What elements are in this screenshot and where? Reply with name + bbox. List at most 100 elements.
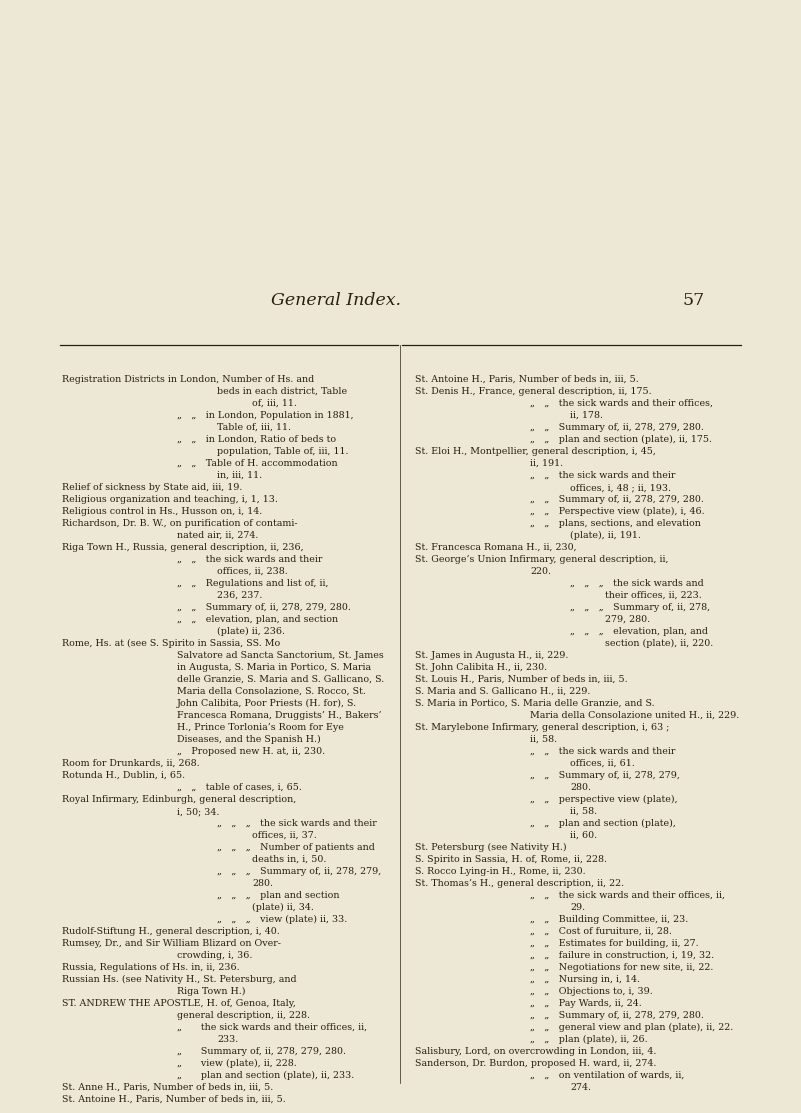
Text: „ „ the sick wards and their: „ „ the sick wards and their xyxy=(530,747,675,756)
Text: „ „ table of cases, i, 65.: „ „ table of cases, i, 65. xyxy=(177,784,302,792)
Text: Rotunda H., Dublin, i, 65.: Rotunda H., Dublin, i, 65. xyxy=(62,771,185,780)
Text: „ „ „ elevation, plan, and: „ „ „ elevation, plan, and xyxy=(570,627,708,636)
Text: „ „ the sick wards and their: „ „ the sick wards and their xyxy=(530,471,675,480)
Text: Royal Infirmary, Edinburgh, general description,: Royal Infirmary, Edinburgh, general desc… xyxy=(62,795,296,804)
Text: „  view (plate), ii, 228.: „ view (plate), ii, 228. xyxy=(177,1058,296,1068)
Text: „ „ perspective view (plate),: „ „ perspective view (plate), xyxy=(530,795,678,804)
Text: „ „ plan and section (plate), ii, 175.: „ „ plan and section (plate), ii, 175. xyxy=(530,435,712,444)
Text: „ „ Summary of, ii, 278, 279,: „ „ Summary of, ii, 278, 279, xyxy=(530,771,680,780)
Text: St. Anne H., Paris, Number of beds in, iii, 5.: St. Anne H., Paris, Number of beds in, i… xyxy=(62,1083,273,1092)
Text: „ „ „ the sick wards and: „ „ „ the sick wards and xyxy=(570,579,704,588)
Text: Salisbury, Lord, on overcrowding in London, iii, 4.: Salisbury, Lord, on overcrowding in Lond… xyxy=(415,1047,656,1056)
Text: „ „ failure in construction, i, 19, 32.: „ „ failure in construction, i, 19, 32. xyxy=(530,951,714,961)
Text: S. Maria in Portico, S. Maria delle Granzie, and S.: S. Maria in Portico, S. Maria delle Gran… xyxy=(415,699,654,708)
Text: „ „ Summary of, ii, 278, 279, 280.: „ „ Summary of, ii, 278, 279, 280. xyxy=(530,1011,704,1020)
Text: beds in each district, Table: beds in each district, Table xyxy=(217,387,347,396)
Text: 220.: 220. xyxy=(530,567,551,577)
Text: Rudolf-Stiftung H., general description, i, 40.: Rudolf-Stiftung H., general description,… xyxy=(62,927,280,936)
Text: „ „ elevation, plan, and section: „ „ elevation, plan, and section xyxy=(177,615,338,624)
Text: offices, ii, 238.: offices, ii, 238. xyxy=(217,567,288,577)
Text: (plate), ii, 191.: (plate), ii, 191. xyxy=(570,531,641,540)
Text: general description, ii, 228.: general description, ii, 228. xyxy=(177,1011,310,1020)
Text: „ „ Estimates for building, ii, 27.: „ „ Estimates for building, ii, 27. xyxy=(530,939,698,948)
Text: St. Francesca Romana H., ii, 230,: St. Francesca Romana H., ii, 230, xyxy=(415,543,577,552)
Text: Maria della Consolazione united H., ii, 229.: Maria della Consolazione united H., ii, … xyxy=(530,711,739,720)
Text: (plate) ii, 236.: (plate) ii, 236. xyxy=(217,627,285,637)
Text: „ „ Cost of furuiture, ii, 28.: „ „ Cost of furuiture, ii, 28. xyxy=(530,927,672,936)
Text: „ „ on ventilation of wards, ii,: „ „ on ventilation of wards, ii, xyxy=(530,1071,684,1080)
Text: crowding, i, 36.: crowding, i, 36. xyxy=(177,951,252,961)
Text: Religious control in Hs., Husson on, i, 14.: Religious control in Hs., Husson on, i, … xyxy=(62,508,262,516)
Text: „ „ in London, Population in 1881,: „ „ in London, Population in 1881, xyxy=(177,411,353,420)
Text: ii, 58.: ii, 58. xyxy=(530,735,557,743)
Text: S. Spirito in Sassia, H. of, Rome, ii, 228.: S. Spirito in Sassia, H. of, Rome, ii, 2… xyxy=(415,855,607,864)
Text: Salvatore ad Sancta Sanctorium, St. James: Salvatore ad Sancta Sanctorium, St. Jame… xyxy=(177,651,384,660)
Text: St. Petersburg (see Nativity H.): St. Petersburg (see Nativity H.) xyxy=(415,843,566,853)
Text: Rome, Hs. at (see S. Spirito in Sassia, SS. Mo: Rome, Hs. at (see S. Spirito in Sassia, … xyxy=(62,639,280,648)
Text: „ „ Perspective view (plate), i, 46.: „ „ Perspective view (plate), i, 46. xyxy=(530,508,705,516)
Text: ii, 60.: ii, 60. xyxy=(570,831,597,840)
Text: ii, 191.: ii, 191. xyxy=(530,459,563,467)
Text: „ „ Negotiations for new site, ii, 22.: „ „ Negotiations for new site, ii, 22. xyxy=(530,963,714,972)
Text: Maria della Consolazione, S. Rocco, St.: Maria della Consolazione, S. Rocco, St. xyxy=(177,687,366,696)
Text: John Calibita, Poor Priests (H. for), S.: John Calibita, Poor Priests (H. for), S. xyxy=(177,699,357,708)
Text: General Index.: General Index. xyxy=(272,292,401,309)
Text: „ „ Table of H. accommodation: „ „ Table of H. accommodation xyxy=(177,459,338,467)
Text: i, 50; 34.: i, 50; 34. xyxy=(177,807,219,816)
Text: Russia, Regulations of Hs. in, ii, 236.: Russia, Regulations of Hs. in, ii, 236. xyxy=(62,963,239,972)
Text: offices, i, 48 ; ii, 193.: offices, i, 48 ; ii, 193. xyxy=(570,483,671,492)
Text: „ „ „ Summary of, ii, 278, 279,: „ „ „ Summary of, ii, 278, 279, xyxy=(217,867,381,876)
Text: „ „ plans, sections, and elevation: „ „ plans, sections, and elevation xyxy=(530,519,701,528)
Text: Registration Districts in London, Number of Hs. and: Registration Districts in London, Number… xyxy=(62,375,314,384)
Text: Riga Town H.): Riga Town H.) xyxy=(177,987,245,996)
Text: section (plate), ii, 220.: section (plate), ii, 220. xyxy=(605,639,713,648)
Text: (plate) ii, 34.: (plate) ii, 34. xyxy=(252,903,314,913)
Text: „ „ Regulations and list of, ii,: „ „ Regulations and list of, ii, xyxy=(177,579,328,588)
Text: of, iii, 11.: of, iii, 11. xyxy=(252,398,297,408)
Text: „ „ Building Committee, ii, 23.: „ „ Building Committee, ii, 23. xyxy=(530,915,688,924)
Text: 279, 280.: 279, 280. xyxy=(605,615,650,624)
Text: „  Summary of, ii, 278, 279, 280.: „ Summary of, ii, 278, 279, 280. xyxy=(177,1047,346,1056)
Text: „ „ Summary of, ii, 278, 279, 280.: „ „ Summary of, ii, 278, 279, 280. xyxy=(177,603,351,612)
Text: 280.: 280. xyxy=(252,879,273,888)
Text: Room for Drunkards, ii, 268.: Room for Drunkards, ii, 268. xyxy=(62,759,199,768)
Text: S. Maria and S. Gallicano H., ii, 229.: S. Maria and S. Gallicano H., ii, 229. xyxy=(415,687,590,696)
Text: St. George’s Union Infirmary, general description, ii,: St. George’s Union Infirmary, general de… xyxy=(415,555,669,564)
Text: St. Denis H., France, general description, ii, 175.: St. Denis H., France, general descriptio… xyxy=(415,387,652,396)
Text: „ „ in London, Ratio of beds to: „ „ in London, Ratio of beds to xyxy=(177,435,336,444)
Text: Sanderson, Dr. Burdon, proposed H. ward, ii, 274.: Sanderson, Dr. Burdon, proposed H. ward,… xyxy=(415,1058,656,1068)
Text: offices, ii, 61.: offices, ii, 61. xyxy=(570,759,634,768)
Text: 233.: 233. xyxy=(217,1035,238,1044)
Text: „ „ „ the sick wards and their: „ „ „ the sick wards and their xyxy=(217,819,376,828)
Text: „ Proposed new H. at, ii, 230.: „ Proposed new H. at, ii, 230. xyxy=(177,747,325,756)
Text: St. Antoine H., Paris, Number of beds in, iii, 5.: St. Antoine H., Paris, Number of beds in… xyxy=(62,1095,286,1104)
Text: St. Louis H., Paris, Number of beds in, iii, 5.: St. Louis H., Paris, Number of beds in, … xyxy=(415,674,628,684)
Text: „ „ plan (plate), ii, 26.: „ „ plan (plate), ii, 26. xyxy=(530,1035,648,1044)
Text: „ „ Objections to, i, 39.: „ „ Objections to, i, 39. xyxy=(530,987,653,996)
Text: St. James in Augusta H., ii, 229.: St. James in Augusta H., ii, 229. xyxy=(415,651,569,660)
Text: population, Table of, iii, 11.: population, Table of, iii, 11. xyxy=(217,447,348,456)
Text: deaths in, i, 50.: deaths in, i, 50. xyxy=(252,855,326,864)
Text: „ „ „ plan and section: „ „ „ plan and section xyxy=(217,892,340,900)
Text: „ „ plan and section (plate),: „ „ plan and section (plate), xyxy=(530,819,676,828)
Text: „ „ Summary of, ii, 278, 279, 280.: „ „ Summary of, ii, 278, 279, 280. xyxy=(530,423,704,432)
Text: „ „ Summary of, ii, 278, 279, 280.: „ „ Summary of, ii, 278, 279, 280. xyxy=(530,495,704,504)
Text: Francesca Romana, Druggists’ H., Bakers’: Francesca Romana, Druggists’ H., Bakers’ xyxy=(177,711,381,720)
Text: in, iii, 11.: in, iii, 11. xyxy=(217,471,262,480)
Text: „  plan and section (plate), ii, 233.: „ plan and section (plate), ii, 233. xyxy=(177,1071,354,1080)
Text: Diseases, and the Spanish H.): Diseases, and the Spanish H.) xyxy=(177,735,320,745)
Text: delle Granzie, S. Maria and S. Gallicano, S.: delle Granzie, S. Maria and S. Gallicano… xyxy=(177,674,384,684)
Text: ST. ANDREW THE APOSTLE, H. of, Genoa, Italy,: ST. ANDREW THE APOSTLE, H. of, Genoa, It… xyxy=(62,999,296,1008)
Text: „ „ Pay Wards, ii, 24.: „ „ Pay Wards, ii, 24. xyxy=(530,999,642,1008)
Text: St. Marylebone Infirmary, general description, i, 63 ;: St. Marylebone Infirmary, general descri… xyxy=(415,723,670,732)
Text: „ „ „ view (plate) ii, 33.: „ „ „ view (plate) ii, 33. xyxy=(217,915,348,924)
Text: 274.: 274. xyxy=(570,1083,591,1092)
Text: St. Thomas’s H., general description, ii, 22.: St. Thomas’s H., general description, ii… xyxy=(415,879,624,888)
Text: 236, 237.: 236, 237. xyxy=(217,591,263,600)
Text: Riga Town H., Russia, general description, ii, 236,: Riga Town H., Russia, general descriptio… xyxy=(62,543,304,552)
Text: „ „ general view and plan (plate), ii, 22.: „ „ general view and plan (plate), ii, 2… xyxy=(530,1023,733,1032)
Text: St. Eloi H., Montpellier, general description, i, 45,: St. Eloi H., Montpellier, general descri… xyxy=(415,447,656,456)
Text: „ „ the sick wards and their offices, ii,: „ „ the sick wards and their offices, ii… xyxy=(530,892,725,900)
Text: Russian Hs. (see Nativity H., St. Petersburg, and: Russian Hs. (see Nativity H., St. Peters… xyxy=(62,975,296,984)
Text: Rumsey, Dr., and Sir William Blizard on Over-: Rumsey, Dr., and Sir William Blizard on … xyxy=(62,939,281,948)
